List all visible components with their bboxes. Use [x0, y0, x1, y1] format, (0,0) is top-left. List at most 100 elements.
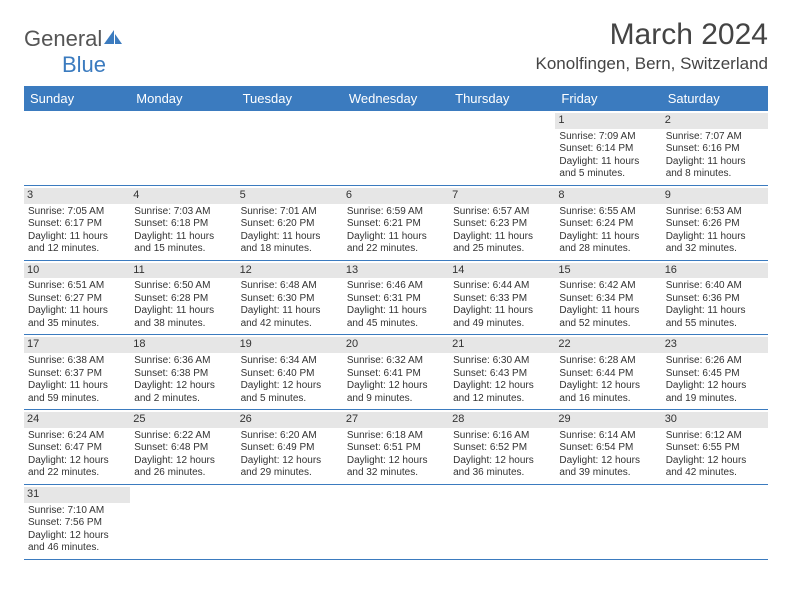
day-number: 22 [555, 337, 661, 353]
daylight-text: and 22 minutes. [347, 243, 445, 256]
calendar-day: 18Sunrise: 6:36 AMSunset: 6:38 PMDayligh… [130, 335, 236, 409]
day-number: 27 [343, 412, 449, 428]
weekday-header: Monday [130, 86, 236, 111]
sunset-text: Sunset: 6:14 PM [559, 143, 657, 156]
day-number: 1 [555, 113, 661, 129]
daylight-text: and 32 minutes. [347, 467, 445, 480]
daylight-text: and 42 minutes. [666, 467, 764, 480]
sunset-text: Sunset: 6:21 PM [347, 218, 445, 231]
day-number: 11 [130, 263, 236, 279]
day-number: 5 [237, 188, 343, 204]
sunset-text: Sunset: 6:24 PM [559, 218, 657, 231]
calendar-day: 8Sunrise: 6:55 AMSunset: 6:24 PMDaylight… [555, 186, 661, 260]
sunrise-text: Sunrise: 6:46 AM [347, 280, 445, 293]
day-number: 9 [662, 188, 768, 204]
day-number: 28 [449, 412, 555, 428]
calendar-week: 24Sunrise: 6:24 AMSunset: 6:47 PMDayligh… [24, 410, 768, 485]
daylight-text: and 45 minutes. [347, 318, 445, 331]
day-number: 16 [662, 263, 768, 279]
sunset-text: Sunset: 6:36 PM [666, 293, 764, 306]
sunrise-text: Sunrise: 6:28 AM [559, 355, 657, 368]
daylight-text: Daylight: 11 hours [453, 305, 551, 318]
sunset-text: Sunset: 7:56 PM [28, 517, 126, 530]
sunrise-text: Sunrise: 6:12 AM [666, 430, 764, 443]
calendar-day: 6Sunrise: 6:59 AMSunset: 6:21 PMDaylight… [343, 186, 449, 260]
sunrise-text: Sunrise: 7:01 AM [241, 206, 339, 219]
sunset-text: Sunset: 6:45 PM [666, 368, 764, 381]
daylight-text: Daylight: 11 hours [559, 231, 657, 244]
day-number: 19 [237, 337, 343, 353]
sunrise-text: Sunrise: 6:59 AM [347, 206, 445, 219]
sail-icon [102, 28, 124, 46]
calendar-grid: 1Sunrise: 7:09 AMSunset: 6:14 PMDaylight… [24, 111, 768, 560]
day-number: 12 [237, 263, 343, 279]
calendar-day: 13Sunrise: 6:46 AMSunset: 6:31 PMDayligh… [343, 261, 449, 335]
daylight-text: Daylight: 11 hours [559, 305, 657, 318]
calendar-day: 4 Sunrise: 7:03 AMSunset: 6:18 PMDaylight… [130, 186, 236, 260]
calendar-day [343, 485, 449, 559]
day-number: 20 [343, 337, 449, 353]
calendar-week: 17Sunrise: 6:38 AMSunset: 6:37 PMDayligh… [24, 335, 768, 410]
daylight-text: Daylight: 11 hours [134, 231, 232, 244]
day-number: 18 [130, 337, 236, 353]
day-number: 24 [24, 412, 130, 428]
sunset-text: Sunset: 6:44 PM [559, 368, 657, 381]
calendar-day: 12Sunrise: 6:48 AMSunset: 6:30 PMDayligh… [237, 261, 343, 335]
sunset-text: Sunset: 6:20 PM [241, 218, 339, 231]
calendar-day: 20Sunrise: 6:32 AMSunset: 6:41 PMDayligh… [343, 335, 449, 409]
daylight-text: and 55 minutes. [666, 318, 764, 331]
sunrise-text: Sunrise: 6:34 AM [241, 355, 339, 368]
calendar-day [237, 111, 343, 185]
sunset-text: Sunset: 6:48 PM [134, 442, 232, 455]
weekday-header: Sunday [24, 86, 130, 111]
calendar-day [449, 485, 555, 559]
daylight-text: Daylight: 12 hours [666, 455, 764, 468]
calendar-day: 14Sunrise: 6:44 AMSunset: 6:33 PMDayligh… [449, 261, 555, 335]
sunset-text: Sunset: 6:16 PM [666, 143, 764, 156]
calendar-week: 3Sunrise: 7:05 AMSunset: 6:17 PMDaylight… [24, 186, 768, 261]
calendar-week: 31Sunrise: 7:10 AMSunset: 7:56 PMDayligh… [24, 485, 768, 560]
daylight-text: and 5 minutes. [559, 168, 657, 181]
daylight-text: and 19 minutes. [666, 393, 764, 406]
title-block: March 2024 Konolfingen, Bern, Switzerlan… [536, 18, 768, 76]
daylight-text: and 8 minutes. [666, 168, 764, 181]
calendar-day: 23Sunrise: 6:26 AMSunset: 6:45 PMDayligh… [662, 335, 768, 409]
sunrise-text: Sunrise: 7:05 AM [28, 206, 126, 219]
sunset-text: Sunset: 6:31 PM [347, 293, 445, 306]
daylight-text: Daylight: 12 hours [241, 380, 339, 393]
sunrise-text: Sunrise: 6:55 AM [559, 206, 657, 219]
sunset-text: Sunset: 6:51 PM [347, 442, 445, 455]
daylight-text: Daylight: 11 hours [134, 305, 232, 318]
sunrise-text: Sunrise: 6:26 AM [666, 355, 764, 368]
day-number: 17 [24, 337, 130, 353]
sunset-text: Sunset: 6:47 PM [28, 442, 126, 455]
sunset-text: Sunset: 6:55 PM [666, 442, 764, 455]
weekday-header: Thursday [449, 86, 555, 111]
sunset-text: Sunset: 6:28 PM [134, 293, 232, 306]
calendar-day: 24Sunrise: 6:24 AMSunset: 6:47 PMDayligh… [24, 410, 130, 484]
sunset-text: Sunset: 6:18 PM [134, 218, 232, 231]
day-number: 14 [449, 263, 555, 279]
day-number: 4 [130, 188, 236, 204]
calendar-day [24, 111, 130, 185]
daylight-text: and 52 minutes. [559, 318, 657, 331]
daylight-text: Daylight: 12 hours [453, 380, 551, 393]
sunrise-text: Sunrise: 6:36 AM [134, 355, 232, 368]
calendar-day: 3Sunrise: 7:05 AMSunset: 6:17 PMDaylight… [24, 186, 130, 260]
daylight-text: Daylight: 12 hours [28, 455, 126, 468]
daylight-text: Daylight: 12 hours [28, 530, 126, 543]
sunrise-text: Sunrise: 6:48 AM [241, 280, 339, 293]
sunset-text: Sunset: 6:52 PM [453, 442, 551, 455]
daylight-text: Daylight: 12 hours [347, 380, 445, 393]
sunrise-text: Sunrise: 7:03 AM [134, 206, 232, 219]
calendar-day: 19Sunrise: 6:34 AMSunset: 6:40 PMDayligh… [237, 335, 343, 409]
sunset-text: Sunset: 6:49 PM [241, 442, 339, 455]
daylight-text: and 15 minutes. [134, 243, 232, 256]
weekday-header: Wednesday [343, 86, 449, 111]
calendar-day: 26Sunrise: 6:20 AMSunset: 6:49 PMDayligh… [237, 410, 343, 484]
daylight-text: and 5 minutes. [241, 393, 339, 406]
daylight-text: and 12 minutes. [28, 243, 126, 256]
daylight-text: and 25 minutes. [453, 243, 551, 256]
calendar-day: 9Sunrise: 6:53 AMSunset: 6:26 PMDaylight… [662, 186, 768, 260]
daylight-text: and 49 minutes. [453, 318, 551, 331]
